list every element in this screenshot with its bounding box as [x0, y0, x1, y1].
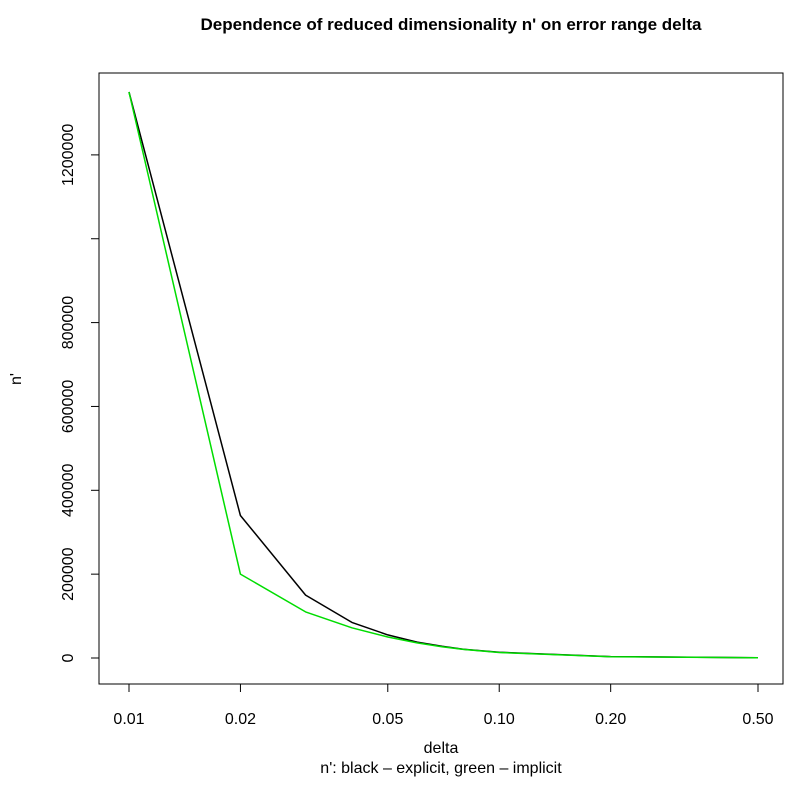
- plot-frame: [98, 72, 784, 685]
- series-line-0: [128, 91, 759, 659]
- series-line-1: [128, 91, 759, 659]
- y-tick-label: 0: [60, 653, 77, 662]
- chart-subtitle: n': black – explicit, green – implicit: [320, 760, 562, 777]
- x-tick-label: 0.01: [113, 711, 144, 728]
- x-tick-label: 0.50: [742, 711, 773, 728]
- x-tick-label: 0.10: [484, 711, 515, 728]
- y-tick-label: 800000: [60, 296, 77, 349]
- y-axis: 0 200000 400000 600000 800000 1200000: [60, 124, 100, 662]
- x-tick-label: 0.20: [595, 711, 626, 728]
- y-tick-label: 1200000: [60, 124, 77, 186]
- x-tick-label: 0.02: [225, 711, 256, 728]
- x-axis-label: delta: [424, 740, 459, 757]
- x-axis: 0.01 0.02 0.05 0.10 0.20 0.50: [113, 683, 774, 728]
- x-tick-label: 0.05: [372, 711, 403, 728]
- y-tick-label: 400000: [60, 463, 77, 516]
- chart-title: Dependence of reduced dimensionality n' …: [201, 15, 702, 34]
- y-axis-label: n': [8, 373, 25, 385]
- y-tick-label: 200000: [60, 547, 77, 600]
- series-layer: [128, 91, 759, 659]
- y-tick-label: 600000: [60, 380, 77, 433]
